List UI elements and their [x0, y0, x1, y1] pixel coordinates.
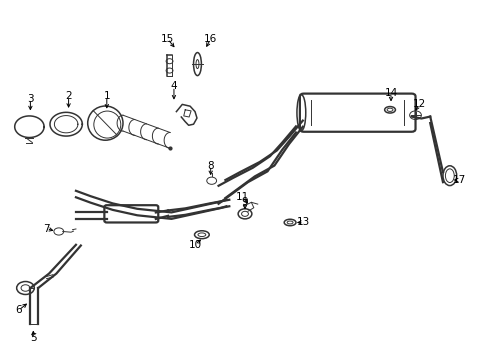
Text: 14: 14	[384, 88, 398, 98]
Text: 12: 12	[412, 99, 426, 109]
Text: 6: 6	[15, 305, 22, 315]
Text: 17: 17	[453, 175, 466, 185]
Text: 4: 4	[171, 81, 177, 91]
Text: 7: 7	[43, 224, 50, 234]
Text: 16: 16	[204, 34, 218, 44]
Text: 5: 5	[30, 333, 37, 343]
Text: 1: 1	[103, 91, 110, 102]
Text: 13: 13	[297, 217, 311, 228]
Text: 3: 3	[27, 94, 34, 104]
Text: 9: 9	[242, 197, 248, 207]
Text: 10: 10	[189, 240, 201, 250]
Text: 11: 11	[236, 192, 249, 202]
Text: 8: 8	[207, 161, 214, 171]
Text: 2: 2	[65, 91, 72, 102]
Text: 15: 15	[161, 34, 174, 44]
